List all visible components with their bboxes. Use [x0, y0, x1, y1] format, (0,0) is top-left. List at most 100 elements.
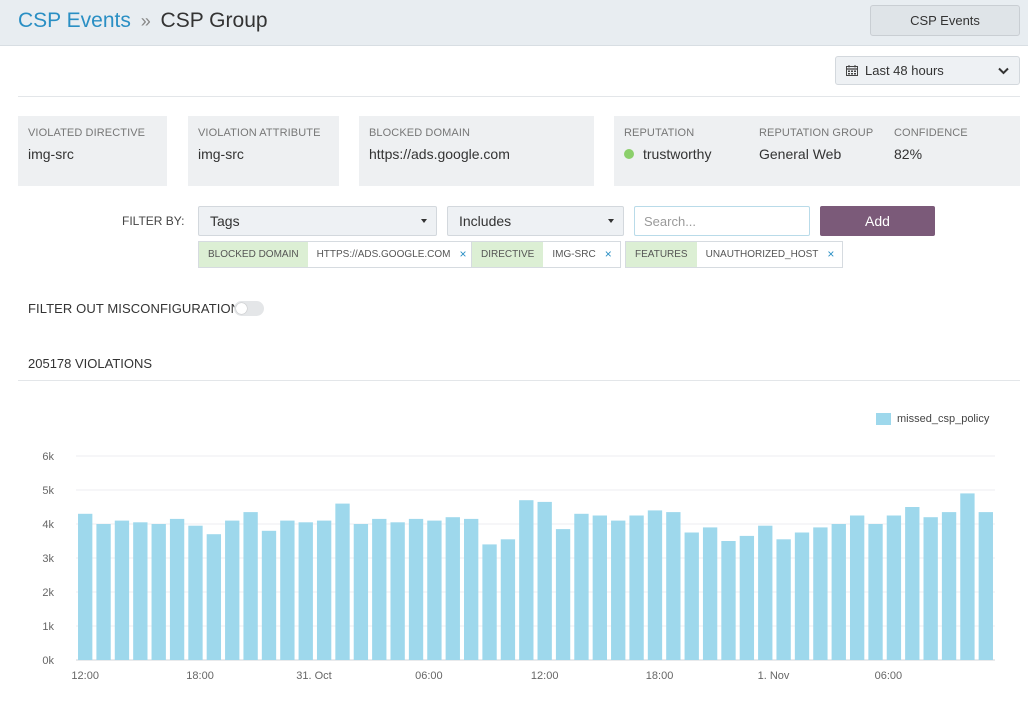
search-input[interactable] — [634, 206, 810, 236]
blocked-domain-label: BLOCKED DOMAIN — [369, 127, 471, 139]
bar — [500, 539, 516, 660]
bar — [464, 518, 479, 660]
y-tick-label: 1k — [42, 621, 54, 633]
violation-attribute-label: VIOLATION ATTRIBUTE — [198, 127, 321, 139]
toggle-knob — [236, 303, 247, 314]
bar — [666, 512, 681, 660]
violation-attribute-value: img-src — [198, 146, 244, 162]
bar — [794, 532, 810, 660]
reputation-value: trustworthy — [624, 146, 711, 162]
x-tick-label: 18:00 — [646, 670, 674, 682]
bar — [813, 527, 828, 660]
bar — [298, 522, 313, 660]
bar — [445, 517, 460, 660]
reputation-card: REPUTATION trustworthy REPUTATION GROUP … — [614, 116, 1020, 186]
bar — [555, 529, 571, 660]
confidence-value: 82% — [894, 146, 923, 162]
bar — [886, 515, 902, 660]
bar — [647, 510, 663, 660]
breadcrumb: CSP Events » CSP Group — [18, 9, 268, 33]
bar — [592, 515, 607, 660]
legend-label[interactable]: missed_csp_policy — [897, 413, 990, 425]
bar — [408, 518, 424, 660]
bar — [427, 520, 442, 660]
csp-events-button[interactable]: CSP Events — [870, 5, 1020, 36]
filter-misconfigurations-label: FILTER OUT MISCONFIGURATIONS — [28, 301, 249, 316]
filter-chip-directive: DIRECTIVE IMG-SRC × — [471, 241, 621, 268]
bar — [169, 518, 185, 660]
reputation-status-dot — [624, 149, 634, 159]
bar — [611, 520, 626, 660]
bar — [96, 524, 111, 660]
top-bar: CSP Events » CSP Group CSP Events — [0, 0, 1028, 46]
x-tick-label: 06:00 — [875, 670, 903, 682]
chip-value: HTTPS://ADS.GOOGLE.COM — [316, 249, 451, 260]
y-tick-label: 0k — [42, 655, 54, 667]
bar — [905, 507, 920, 660]
bar — [776, 539, 791, 660]
breadcrumb-separator: » — [140, 11, 151, 31]
y-tick-label: 5k — [42, 485, 54, 497]
bar — [923, 517, 938, 660]
filter-chip-features: FEATURES UNAUTHORIZED_HOST × — [625, 241, 844, 268]
x-tick-label: 12:00 — [71, 670, 99, 682]
bar — [978, 512, 993, 660]
legend-swatch[interactable] — [876, 413, 891, 425]
time-range-select[interactable]: Last 48 hours — [835, 56, 1020, 85]
bar — [684, 532, 699, 660]
bar — [353, 524, 369, 660]
violated-directive-label: VIOLATED DIRECTIVE — [28, 127, 146, 139]
section-divider — [18, 380, 1020, 381]
bar — [629, 515, 644, 660]
bar — [243, 512, 258, 660]
bar — [335, 503, 350, 660]
caret-down-icon — [421, 219, 427, 223]
bar — [739, 535, 755, 660]
bar — [188, 525, 203, 660]
reputation-label: REPUTATION — [624, 127, 695, 139]
chip-key: FEATURES — [626, 242, 697, 267]
remove-chip-close-icon[interactable]: × — [459, 247, 467, 261]
bar — [261, 530, 277, 660]
chevron-down-icon — [998, 67, 1009, 75]
reputation-group-label: REPUTATION GROUP — [759, 127, 874, 139]
violation-attribute-card: VIOLATION ATTRIBUTE img-src — [188, 116, 339, 186]
calendar-icon — [846, 65, 858, 76]
bar — [758, 525, 773, 660]
bar — [702, 527, 718, 660]
chip-key: BLOCKED DOMAIN — [199, 242, 308, 267]
x-tick-label: 1. Nov — [758, 670, 790, 682]
filter-misconfigurations-toggle[interactable] — [234, 301, 264, 316]
bar — [960, 493, 975, 660]
bar — [390, 522, 405, 660]
filter-field-select[interactable]: Tags — [198, 206, 437, 236]
bar — [868, 524, 883, 660]
caret-down-icon — [608, 219, 614, 223]
add-filter-button[interactable]: Add — [820, 206, 935, 236]
bar — [482, 544, 497, 660]
confidence-label: CONFIDENCE — [894, 127, 968, 139]
y-tick-label: 4k — [42, 519, 54, 531]
blocked-domain-card: BLOCKED DOMAIN https://ads.google.com — [359, 116, 594, 186]
violations-count: 205178 VIOLATIONS — [28, 356, 153, 371]
x-tick-label: 31. Oct — [296, 670, 331, 682]
bar — [225, 520, 240, 660]
filter-by-label: FILTER BY: — [122, 214, 185, 228]
bar — [519, 500, 534, 660]
remove-chip-close-icon[interactable]: × — [827, 247, 835, 261]
bar — [574, 513, 589, 660]
bar — [537, 501, 552, 660]
x-tick-label: 06:00 — [415, 670, 443, 682]
remove-chip-close-icon[interactable]: × — [604, 247, 612, 261]
y-tick-label: 2k — [42, 587, 54, 599]
filter-operator-select[interactable]: Includes — [447, 206, 624, 236]
breadcrumb-root-link[interactable]: CSP Events — [18, 9, 131, 32]
x-tick-label: 18:00 — [186, 670, 214, 682]
chip-key: DIRECTIVE — [472, 242, 544, 267]
bar — [78, 513, 93, 660]
bar — [316, 520, 332, 660]
bar — [941, 512, 957, 660]
violated-directive-card: VIOLATED DIRECTIVE img-src — [18, 116, 167, 186]
y-tick-label: 3k — [42, 553, 54, 565]
blocked-domain-value: https://ads.google.com — [369, 146, 510, 162]
